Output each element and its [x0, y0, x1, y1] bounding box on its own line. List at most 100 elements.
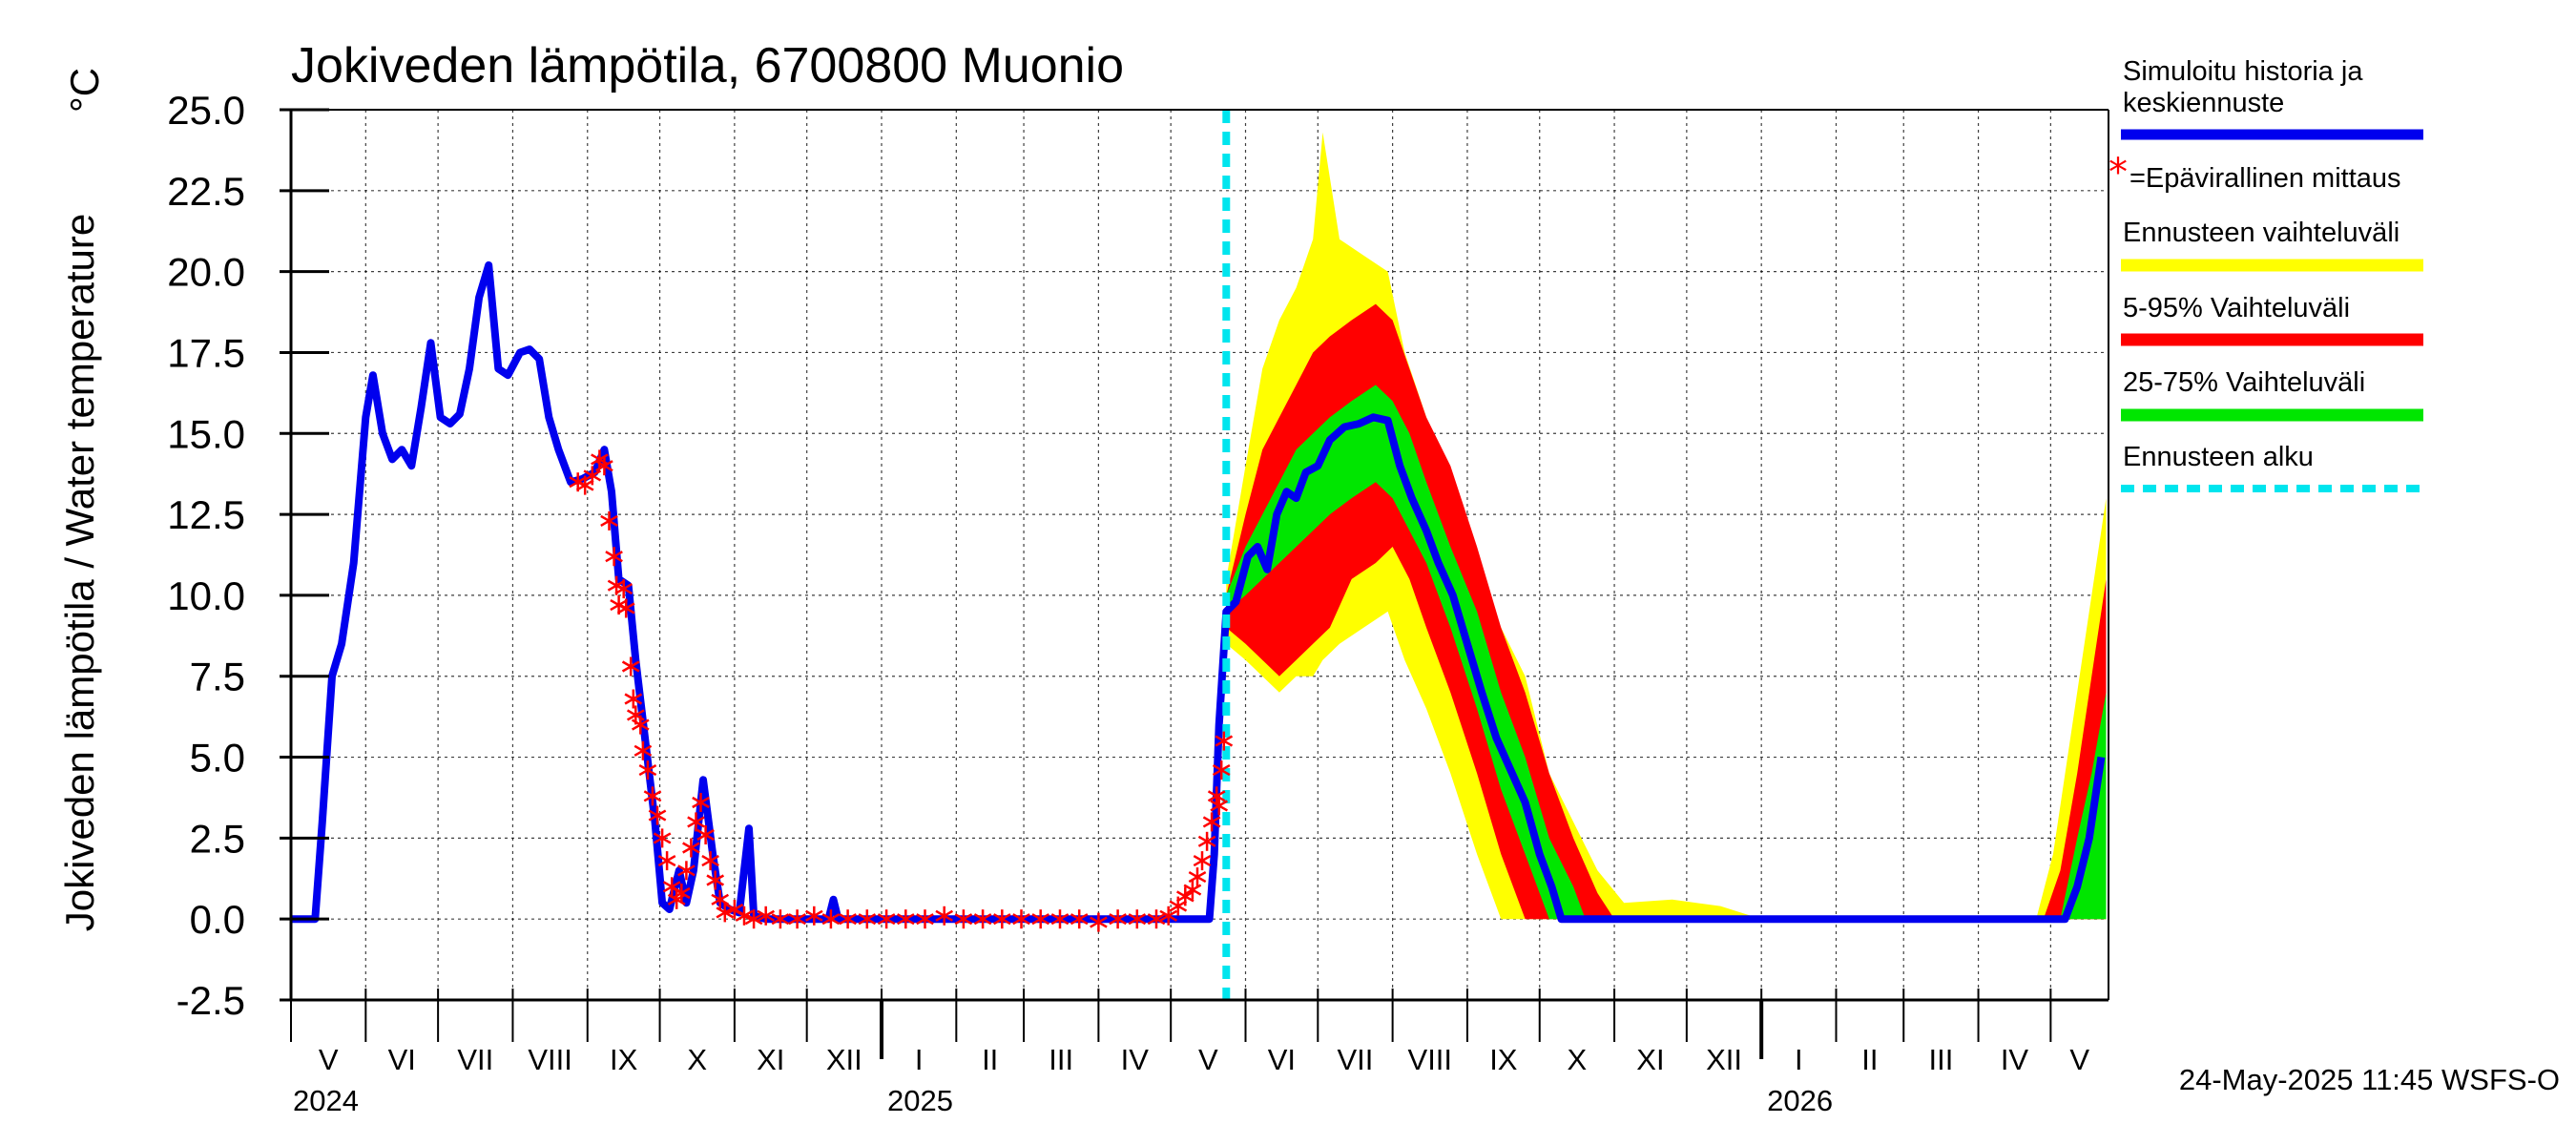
month-label: VII — [1338, 1043, 1374, 1076]
y-tick-label: 10.0 — [167, 573, 245, 618]
month-label: IX — [610, 1043, 638, 1076]
month-label: XII — [826, 1043, 862, 1076]
y-tick-label: 12.5 — [167, 492, 245, 537]
measurement-point — [916, 909, 934, 929]
legend: Simuloitu historia ja keskiennuste * =Ep… — [2109, 56, 2423, 492]
band-25-75 — [1226, 385, 2107, 920]
measurement-point — [992, 909, 1011, 929]
measurement-point — [771, 909, 790, 929]
measurement-point — [677, 861, 696, 881]
legend-label-measurement: =Epävirallinen mittaus — [2129, 163, 2401, 194]
unit-label: °C — [62, 68, 107, 113]
measurement-point — [634, 740, 653, 760]
measurement-point — [653, 828, 672, 848]
month-label: V — [319, 1043, 339, 1076]
measurement-point — [687, 812, 705, 832]
legend-label-forecast-range: Ennusteen vaihteluväli — [2123, 218, 2399, 248]
month-label: I — [915, 1043, 924, 1076]
month-label: VIII — [1408, 1043, 1453, 1076]
measurement-point — [605, 547, 623, 567]
measurement-point — [1070, 909, 1089, 929]
measurement-point — [600, 510, 618, 531]
forecast-bands — [1226, 132, 2107, 920]
measurement-point — [744, 909, 763, 929]
legend-label-5-95: 5-95% Vaihteluväli — [2123, 293, 2350, 323]
month-label: I — [1795, 1043, 1803, 1076]
measurement-point — [682, 838, 700, 858]
measurement-point — [716, 903, 735, 923]
legend-marker-measurement: * — [2109, 151, 2128, 195]
month-label: VI — [388, 1043, 416, 1076]
measurement-point — [1215, 731, 1234, 751]
y-tick-label: 7.5 — [190, 655, 245, 699]
measurement-point — [624, 689, 643, 709]
month-label: VIII — [528, 1043, 572, 1076]
measurement-point — [614, 579, 634, 599]
measurement-point — [1210, 796, 1229, 816]
measurement-point — [672, 884, 691, 903]
y-tick-label: 15.0 — [167, 411, 245, 456]
measurement-point — [1197, 831, 1216, 851]
measurement-point — [638, 760, 657, 781]
y-tick-label: 25.0 — [167, 88, 245, 133]
year-label: 2025 — [887, 1084, 953, 1117]
measurement-point — [821, 909, 841, 929]
month-label: XII — [1706, 1043, 1742, 1076]
month-label: V — [2069, 1043, 2089, 1076]
measurement-point — [1031, 909, 1050, 929]
y-tick-label: 17.5 — [167, 330, 245, 375]
measurement-point — [1183, 880, 1202, 900]
measurement-point — [1147, 909, 1166, 929]
measurement-point — [1128, 909, 1147, 929]
month-label: IX — [1489, 1043, 1518, 1076]
y-tick-label: 0.0 — [190, 897, 245, 942]
month-label: II — [1861, 1043, 1878, 1076]
axis-labels: -2.5 0.0 2.5 5.0 7.5 10.0 12.5 15.0 17.5 20.0 22.5… — [167, 88, 2089, 1117]
month-label: X — [1568, 1043, 1588, 1076]
measurement-point — [1159, 906, 1178, 926]
y-axis-label: Jokiveden lämpötila / Water temperature — [57, 214, 102, 931]
y-tick-label: -2.5 — [177, 978, 245, 1023]
measurement-point — [877, 909, 896, 929]
legend-label-forecast-start: Ennusteen alku — [2123, 442, 2314, 472]
measurement-point — [935, 906, 954, 926]
y-tick-label: 20.0 — [167, 250, 245, 295]
series-line-history — [291, 260, 2106, 924]
month-label: XI — [1636, 1043, 1664, 1076]
month-label: VI — [1268, 1043, 1296, 1076]
measurement-markers — [569, 449, 1234, 932]
measurement-point — [631, 715, 650, 735]
measurement-point — [973, 909, 992, 929]
year-label: 2026 — [1767, 1084, 1833, 1117]
footer-timestamp: 24-May-2025 11:45 WSFS-O — [2179, 1063, 2560, 1096]
month-label: III — [1049, 1043, 1073, 1076]
measurement-point — [657, 851, 676, 871]
legend-label-history-line1: Simuloitu historia ja — [2123, 56, 2363, 87]
month-label: IV — [2001, 1043, 2029, 1076]
month-label: II — [982, 1043, 998, 1076]
measurement-point — [621, 656, 640, 677]
month-label: III — [1928, 1043, 1953, 1076]
legend-label-history-line2: keskiennuste — [2123, 88, 2284, 118]
measurement-point — [1207, 786, 1226, 806]
measurement-point — [1109, 909, 1127, 929]
measurement-point — [735, 906, 754, 926]
legend-label-25-75: 25-75% Vaihteluväli — [2123, 367, 2365, 398]
measurement-point — [1012, 909, 1030, 929]
series-lines — [291, 110, 2106, 1000]
month-label: XI — [757, 1043, 784, 1076]
measurement-point — [648, 805, 667, 825]
measurement-point — [643, 786, 662, 806]
measurement-point — [804, 906, 823, 926]
measurement-point — [1175, 886, 1195, 906]
y-tick-label: 2.5 — [190, 816, 245, 861]
month-label: VII — [457, 1043, 493, 1076]
measurement-point — [1090, 912, 1108, 932]
measurement-point — [1212, 760, 1231, 781]
measurement-point — [616, 598, 635, 618]
measurement-point — [839, 909, 857, 929]
measurement-point — [954, 909, 973, 929]
month-label: IV — [1121, 1043, 1150, 1076]
measurement-point — [1050, 909, 1070, 929]
